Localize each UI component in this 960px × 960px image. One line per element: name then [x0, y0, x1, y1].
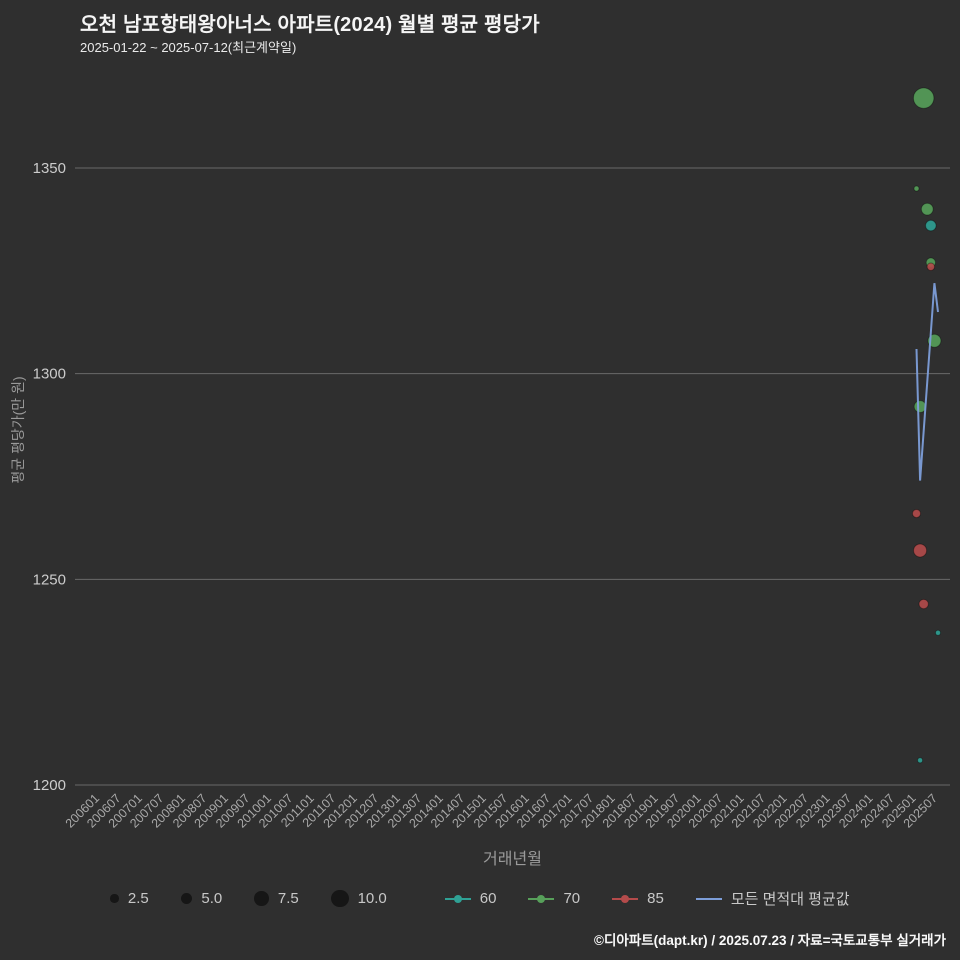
- size-legend-label: 10.0: [357, 889, 387, 907]
- series-legend-item-85[interactable]: 85: [612, 890, 664, 907]
- data-point-85[interactable]: [913, 543, 928, 558]
- line-dot-swatch-icon: [612, 894, 639, 904]
- size-legend-circle-icon: [180, 892, 193, 905]
- size-legend-item[interactable]: 5.0: [180, 889, 223, 907]
- size-legend-label: 5.0: [201, 889, 223, 907]
- size-legend-label: 7.5: [277, 889, 299, 907]
- y-tick-label: 1200: [33, 777, 66, 794]
- y-tick-label: 1350: [33, 160, 66, 177]
- size-legend: 2.5 5.0 7.5 10.0: [110, 889, 387, 908]
- x-axis-title: 거래년월: [483, 851, 542, 868]
- data-point-60[interactable]: [934, 629, 942, 636]
- series-legend-item-모든 면적대 평균값[interactable]: 모든 면적대 평균값: [695, 888, 850, 909]
- data-point-70[interactable]: [913, 185, 920, 192]
- data-point-70[interactable]: [920, 202, 934, 216]
- average-line[interactable]: [915, 283, 939, 481]
- line-swatch-icon: [695, 894, 722, 904]
- size-legend-circle-icon: [110, 894, 119, 903]
- size-legend-item[interactable]: 2.5: [110, 889, 149, 907]
- y-axis-title: 평균 평당가(만 원): [10, 376, 26, 484]
- size-legend-label: 2.5: [127, 889, 149, 907]
- line-dot-swatch-icon: [444, 894, 471, 904]
- credit-text: ©디아파트(dapt.kr) / 2025.07.23 / 자료=국토교통부 실…: [594, 933, 946, 948]
- series-legend-item-60[interactable]: 60: [444, 890, 497, 907]
- series-legend-item-70[interactable]: 70: [528, 890, 580, 907]
- data-point-60[interactable]: [925, 219, 937, 232]
- data-point-85[interactable]: [926, 262, 936, 271]
- data-point-70[interactable]: [912, 87, 935, 109]
- series-legend: 60 70 85 모든 면적대 평균값: [444, 888, 850, 909]
- y-tick-label: 1250: [33, 571, 66, 588]
- size-legend-item[interactable]: 7.5: [254, 890, 299, 907]
- line-dot-swatch-icon: [528, 894, 555, 904]
- legend: 2.5 5.0 7.5 10.0 60 70 85 모든 면적대 평균값: [0, 888, 960, 909]
- series-legend-label: 85: [647, 890, 664, 907]
- data-point-60[interactable]: [917, 757, 924, 764]
- y-tick-label: 1300: [33, 366, 66, 383]
- data-point-85[interactable]: [918, 598, 929, 610]
- series-legend-label: 60: [479, 890, 497, 907]
- size-legend-circle-icon: [254, 891, 269, 906]
- series-legend-label: 모든 면적대 평균값: [730, 891, 850, 908]
- page-subtitle: 2025-01-22 ~ 2025-07-12(최근계약일): [80, 40, 297, 55]
- series-legend-label: 70: [563, 890, 581, 907]
- page-title: 오천 남포항태왕아너스 아파트(2024) 월별 평균 평당가: [80, 14, 540, 36]
- data-point-85[interactable]: [911, 508, 922, 519]
- size-legend-circle-icon: [330, 889, 349, 908]
- size-legend-item[interactable]: 10.0: [330, 889, 387, 908]
